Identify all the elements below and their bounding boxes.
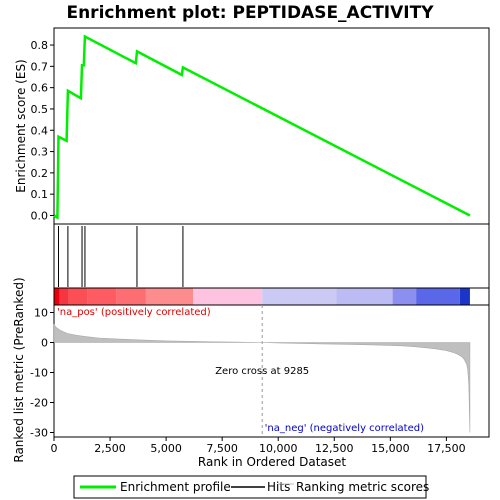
metric-axis-label: Ranked list metric (PreRanked) bbox=[12, 277, 26, 462]
ranking-metric-area bbox=[53, 323, 471, 433]
x-tick-label: 7,500 bbox=[206, 442, 238, 455]
es-tick-label: 0.0 bbox=[31, 209, 49, 222]
x-tick-label: 0 bbox=[51, 442, 58, 455]
chart-title: Enrichment plot: PEPTIDASE_ACTIVITY bbox=[66, 3, 434, 23]
legend-enrichment-label: Enrichment profile bbox=[120, 480, 231, 494]
es-tick-label: 0.3 bbox=[31, 146, 49, 159]
metric-tick-label: 10 bbox=[34, 307, 48, 320]
es-tick-label: 0.5 bbox=[31, 103, 49, 116]
legend: Enrichment profile Hits Ranking metric s… bbox=[73, 475, 429, 499]
hits-panel bbox=[53, 223, 490, 289]
heat-segment bbox=[116, 288, 146, 305]
heat-segment bbox=[145, 288, 194, 305]
es-axis: 0.0 0.1 0.2 0.3 0.4 0.5 0.6 0.7 0.8 bbox=[31, 39, 54, 222]
legend-metric-label: Ranking metric scores bbox=[296, 480, 429, 494]
metric-tick-label: 0 bbox=[41, 337, 48, 350]
heat-segment bbox=[87, 288, 117, 305]
heat-segment bbox=[193, 288, 263, 305]
es-tick-label: 0.1 bbox=[31, 188, 49, 201]
es-tick-label: 0.4 bbox=[31, 124, 49, 137]
enrichment-profile-line bbox=[53, 34, 471, 220]
metric-tick-label: -10 bbox=[30, 367, 48, 380]
hit-markers bbox=[57, 226, 184, 287]
metric-tick-label: -20 bbox=[30, 397, 48, 410]
heat-segment bbox=[416, 288, 460, 305]
es-tick-label: 0.7 bbox=[31, 60, 49, 73]
positive-label: 'na_pos' (positively correlated) bbox=[57, 307, 211, 318]
es-panel-frame bbox=[53, 27, 490, 225]
es-tick-label: 0.2 bbox=[31, 167, 49, 180]
x-tick-label: 10,000 bbox=[259, 442, 298, 455]
x-tick-label: 17,500 bbox=[427, 442, 466, 455]
heat-segment bbox=[392, 288, 417, 305]
heat-segment bbox=[336, 288, 393, 305]
x-tick-label: 2,500 bbox=[94, 442, 126, 455]
es-tick-label: 0.8 bbox=[31, 39, 49, 52]
negative-label: 'na_neg' (negatively correlated) bbox=[265, 423, 424, 434]
es-tick-label: 0.6 bbox=[31, 82, 49, 95]
heat-segment bbox=[459, 288, 470, 305]
es-panel: 0.0 0.1 0.2 0.3 0.4 0.5 0.6 0.7 0.8 Enrichment s… bbox=[14, 27, 490, 225]
legend-hits-label: Hits bbox=[267, 480, 290, 494]
x-tick-label: 15,000 bbox=[371, 442, 410, 455]
heat-segment bbox=[262, 288, 337, 305]
heat-segment bbox=[59, 288, 69, 305]
es-axis-label: Enrichment score (ES) bbox=[14, 59, 28, 192]
zero-cross-label: Zero cross at 9285 bbox=[215, 366, 309, 377]
hits-panel-frame bbox=[53, 223, 490, 289]
metric-axis: 10 0 -10 -20 -30 bbox=[30, 307, 54, 440]
heat-segment bbox=[54, 288, 60, 305]
x-tick-label: 5,000 bbox=[150, 442, 182, 455]
x-axis-label: Rank in Ordered Dataset bbox=[198, 455, 346, 469]
x-axis: 0 2,500 5,000 7,500 10,000 12,500 15,000 17,500 bbox=[51, 437, 466, 455]
metric-tick-label: -30 bbox=[30, 427, 48, 440]
metric-panel-frame bbox=[53, 304, 490, 438]
x-tick-label: 12,500 bbox=[315, 442, 354, 455]
heat-segment bbox=[68, 288, 88, 305]
ranking-heat-bar bbox=[54, 288, 470, 305]
metric-panel: 10 0 -10 -20 -30 Zero cross at 9285 'na_pos'… bbox=[12, 277, 490, 463]
